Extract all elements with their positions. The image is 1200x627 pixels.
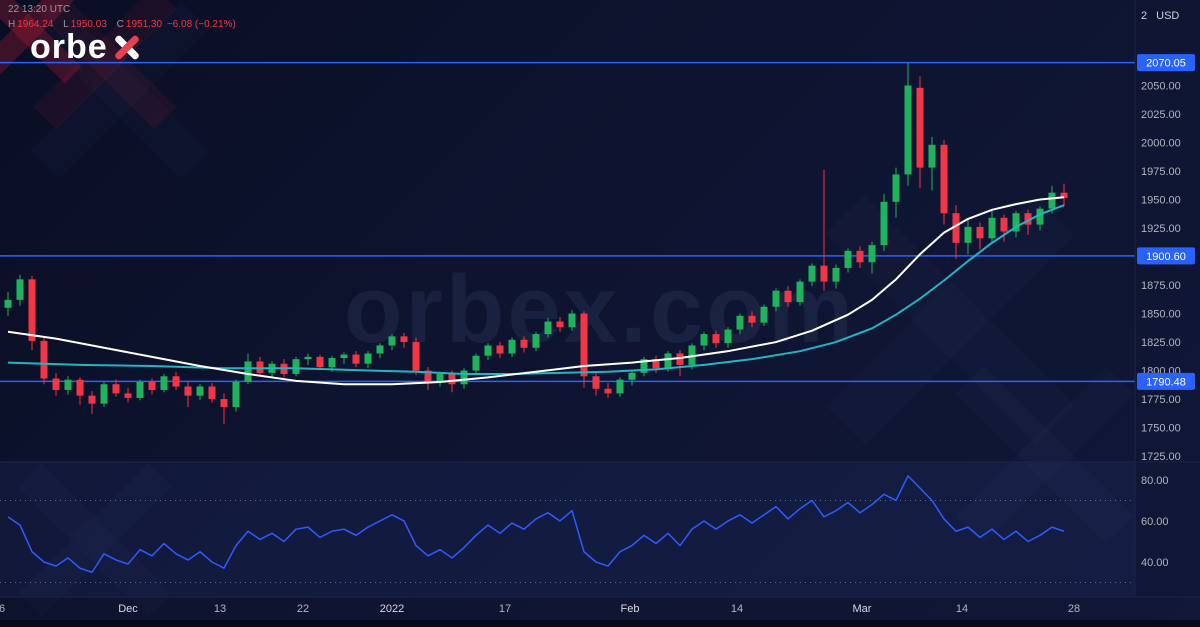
brand-pattern-x	[33, 0, 177, 130]
svg-text:1775.00: 1775.00	[1141, 394, 1181, 406]
price-level-badge	[1137, 372, 1195, 390]
brand-pattern-x	[845, 215, 1055, 425]
svg-text:2022: 2022	[380, 603, 404, 615]
watermark: orbex.com	[343, 256, 857, 363]
time-axis[interactable]: 6 Dec 13 22 2022 17 Feb 14 Mar 14 28	[0, 603, 1080, 615]
axis-header-prefix: 2	[1141, 10, 1148, 22]
orbex-x-icon	[112, 30, 142, 64]
rsi-pane-background	[0, 462, 1135, 597]
svg-text:1975.00: 1975.00	[1141, 166, 1181, 178]
svg-text:22: 22	[297, 603, 309, 615]
rsi-dashed-levels	[0, 499, 1135, 584]
candlestick-series	[4, 62, 1068, 425]
svg-text:1850.00: 1850.00	[1141, 309, 1181, 321]
svg-text:Dec: Dec	[118, 603, 138, 615]
svg-text:80.00: 80.00	[1141, 475, 1169, 487]
ma-white-line	[7, 196, 1065, 386]
support-resistance-lines[interactable]	[0, 61, 1135, 383]
legend-l-value: 1950.03	[70, 19, 107, 30]
svg-text:1900.60: 1900.60	[1146, 251, 1186, 263]
svg-text:1925.00: 1925.00	[1141, 223, 1181, 235]
legend-timestamp: 22 13:20 UTC	[8, 4, 71, 15]
logo-text: orbe	[30, 28, 108, 66]
svg-text:2025.00: 2025.00	[1141, 109, 1181, 121]
svg-text:Feb: Feb	[621, 603, 640, 615]
legend-c-value: 1951.30	[125, 19, 163, 30]
legend-c-label: C	[116, 19, 124, 30]
svg-text:14: 14	[731, 603, 743, 615]
price-level-badge	[1137, 54, 1195, 72]
orbex-logo: orbe	[30, 30, 142, 64]
svg-text:2070.05: 2070.05	[1146, 58, 1186, 70]
price-axis-header: 2 USD	[1141, 10, 1179, 22]
legend-h-label: H	[8, 19, 16, 30]
ohlc-legend: 22 13:20 UTC	[8, 4, 70, 15]
axis-header-currency: USD	[1156, 10, 1180, 22]
svg-text:17: 17	[499, 603, 511, 615]
rsi-line	[7, 475, 1065, 574]
price-axis[interactable]: 2050.00 2025.00 2000.00 1975.00 1950.00 1925.…	[1137, 54, 1195, 569]
svg-text:1950.00: 1950.00	[1141, 195, 1181, 207]
window-bottom-strip	[0, 620, 1200, 627]
svg-text:2050.00: 2050.00	[1141, 81, 1181, 93]
svg-text:40.00: 40.00	[1141, 557, 1169, 569]
svg-text:1750.00: 1750.00	[1141, 423, 1181, 435]
svg-text:1875.00: 1875.00	[1141, 280, 1181, 292]
pane-separators	[0, 0, 1200, 598]
ohlc-values: H 1964.24 L 1950.03 C 1951.30 −6.08 (−0.21%…	[8, 19, 236, 30]
legend-h-value: 1964.24	[17, 19, 54, 30]
svg-text:1825.00: 1825.00	[1141, 337, 1181, 349]
svg-text:1790.48: 1790.48	[1146, 376, 1186, 388]
svg-text:1725.00: 1725.00	[1141, 451, 1181, 463]
svg-text:6: 6	[0, 603, 5, 615]
ma-teal-line	[7, 204, 1065, 375]
price-level-badge	[1137, 247, 1195, 265]
svg-text:13: 13	[214, 603, 226, 615]
svg-text:60.00: 60.00	[1141, 516, 1169, 528]
legend-change-value: −6.08 (−0.21%)	[166, 19, 236, 30]
svg-text:2000.00: 2000.00	[1141, 138, 1181, 150]
svg-text:Mar: Mar	[853, 603, 872, 615]
svg-text:28: 28	[1068, 603, 1080, 615]
svg-text:14: 14	[956, 603, 968, 615]
brand-pattern-x	[0, 0, 82, 84]
legend-l-label: L	[63, 19, 69, 30]
